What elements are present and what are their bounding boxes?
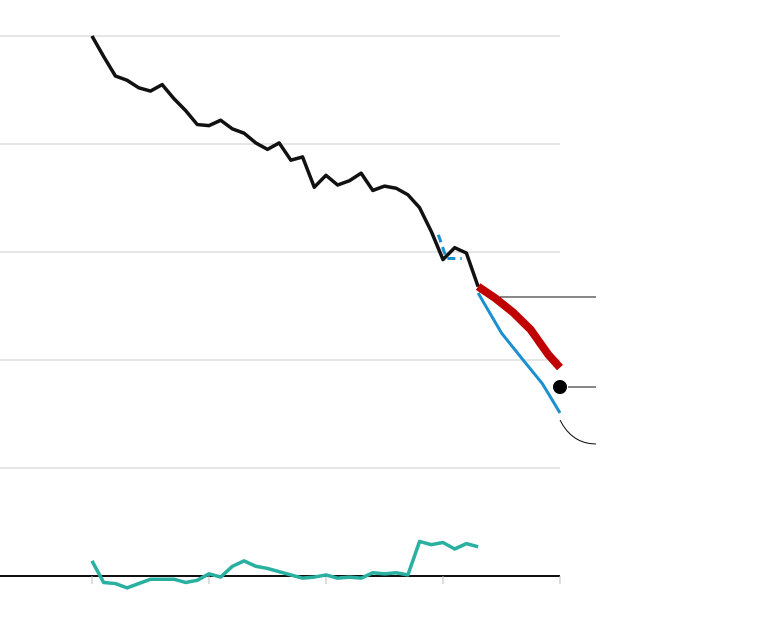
series-line bbox=[90, 539, 479, 590]
series-line bbox=[476, 292, 562, 414]
marker-dot bbox=[553, 380, 567, 394]
series-line bbox=[90, 35, 480, 288]
series-line bbox=[475, 283, 563, 371]
leader-line bbox=[559, 419, 597, 445]
